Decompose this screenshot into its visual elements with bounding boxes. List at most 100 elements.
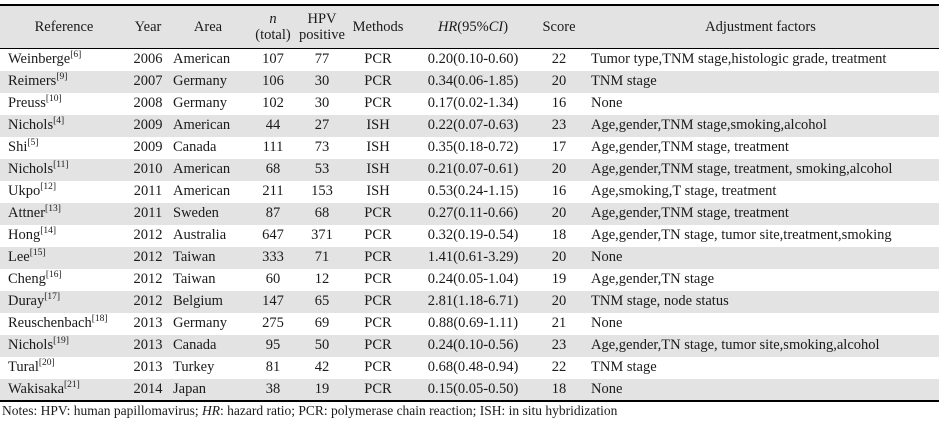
cell-hr-ci: 0.17(0.02-1.34) <box>427 95 519 111</box>
cell-area: Taiwan <box>173 271 216 287</box>
header-n-symbol: n <box>269 11 277 27</box>
citation-superscript: [10] <box>45 94 62 105</box>
cell-area: American <box>173 117 231 133</box>
table-body: Weinberge[6] 2006 American 107 77 PCR 0.… <box>0 49 939 401</box>
cell-method: PCR <box>364 249 392 265</box>
cell-hr-ci: 2.81(1.18-6.71) <box>427 293 519 309</box>
study-characteristics-table: Reference Year Area n (total) HPV positive… <box>0 4 939 402</box>
cell-score: 20 <box>551 293 567 309</box>
citation-superscript: [5] <box>27 138 39 149</box>
cell-n-total: 333 <box>262 249 284 265</box>
header-hpv-line2: positive <box>299 27 345 43</box>
cell-n-total: 81 <box>265 359 281 375</box>
cell-n-total: 60 <box>265 271 281 287</box>
cell-score: 21 <box>551 315 567 331</box>
cell-score: 18 <box>551 380 567 397</box>
cell-area: American <box>173 183 231 199</box>
citation-superscript: [9] <box>56 72 68 83</box>
cell-year: 2012 <box>133 271 163 287</box>
reference-author: Wakisaka <box>8 380 65 397</box>
cell-adjustment-factors: None <box>591 249 623 265</box>
cell-year: 2009 <box>133 117 163 133</box>
cell-method: PCR <box>364 293 392 309</box>
header-hr-open: (95% <box>457 19 489 35</box>
cell-hr-ci: 0.34(0.06-1.85) <box>427 73 519 89</box>
cell-method: ISH <box>366 139 390 155</box>
cell-area: American <box>173 161 231 177</box>
cell-hr-ci: 0.68(0.48-0.94) <box>427 359 519 375</box>
citation-superscript: [16] <box>45 270 62 281</box>
cell-hr-ci: 0.22(0.07-0.63) <box>427 117 519 133</box>
header-hpv-line1: HPV <box>307 11 337 27</box>
citation-superscript: [11] <box>53 160 69 171</box>
cell-reference: Cheng[16] <box>0 269 128 291</box>
cell-year: 2006 <box>133 51 163 68</box>
cell-hpv-positive: 68 <box>314 205 330 221</box>
cell-year: 2007 <box>133 73 163 89</box>
cell-adjustment-factors: TNM stage <box>591 73 657 89</box>
header-hpv-positive: HPV positive <box>298 5 346 49</box>
cell-hpv-positive: 19 <box>314 380 330 397</box>
reference-author: Lee <box>8 249 30 265</box>
cell-adjustment-factors: Age,gender,TNM stage, treatment <box>591 205 789 221</box>
cell-n-total: 95 <box>265 337 281 353</box>
header-area: Area <box>168 5 248 49</box>
cell-method: PCR <box>364 205 392 221</box>
cell-hpv-positive: 69 <box>314 315 330 331</box>
cell-area: Japan <box>173 380 207 397</box>
cell-reference: Weinberge[6] <box>0 49 128 71</box>
cell-hpv-positive: 65 <box>314 293 330 309</box>
table-row: Hong[14] 2012 Australia 647 371 PCR 0.32… <box>0 225 939 247</box>
cell-adjustment-factors: Age,gender,TNM stage, treatment <box>591 139 789 155</box>
cell-reference: Nichols[4] <box>0 115 128 137</box>
cell-reference: Attner[13] <box>0 203 128 225</box>
cell-score: 22 <box>551 359 567 375</box>
cell-score: 16 <box>551 95 567 111</box>
cell-n-total: 87 <box>265 205 281 221</box>
citation-superscript: [12] <box>40 182 57 193</box>
header-ci-abbr: CI <box>488 19 504 35</box>
reference-author: Preuss <box>8 95 46 111</box>
cell-year: 2010 <box>133 161 163 177</box>
table-row: Tural[20] 2013 Turkey 81 42 PCR 0.68(0.4… <box>0 357 939 379</box>
table-row: Reimers[9] 2007 Germany 106 30 PCR 0.34(… <box>0 70 939 93</box>
cell-n-total: 211 <box>262 183 284 199</box>
header-hr-abbr: HR <box>437 19 458 35</box>
cell-method: PCR <box>364 51 392 68</box>
cell-n-total: 107 <box>262 51 284 68</box>
header-score: Score <box>536 5 582 49</box>
cell-area: Germany <box>173 95 227 111</box>
cell-reference: Hong[14] <box>0 225 128 247</box>
table-row: Lee[15] 2012 Taiwan 333 71 PCR 1.41(0.61… <box>0 246 939 269</box>
notes-hr-abbr: HR <box>201 403 220 418</box>
cell-reference: Ukpo[12] <box>0 181 128 203</box>
cell-hpv-positive: 30 <box>314 73 330 89</box>
table-header: Reference Year Area n (total) HPV positive… <box>0 5 939 49</box>
cell-area: Canada <box>173 337 217 353</box>
cell-method: ISH <box>366 161 390 177</box>
cell-adjustment-factors: None <box>591 315 623 331</box>
cell-area: Belgium <box>173 293 223 309</box>
cell-hpv-positive: 27 <box>314 117 330 133</box>
cell-method: PCR <box>364 337 392 353</box>
cell-area: Germany <box>173 73 227 89</box>
notes-prefix: Notes: HPV: human papillomavirus; <box>2 403 202 418</box>
table-row: Weinberge[6] 2006 American 107 77 PCR 0.… <box>0 49 939 71</box>
table-row: Attner[13] 2011 Sweden 87 68 PCR 0.27(0.… <box>0 202 939 225</box>
cell-n-total: 147 <box>262 293 284 309</box>
cell-adjustment-factors: Age,gender,TN stage, tumor site,treatmen… <box>591 227 892 243</box>
header-methods: Methods <box>346 5 410 49</box>
header-adjustment-factors: Adjustment factors <box>582 5 939 49</box>
cell-n-total: 647 <box>262 227 284 243</box>
cell-year: 2013 <box>133 359 163 375</box>
cell-score: 23 <box>551 117 567 133</box>
table-notes: Notes: HPV: human papillomavirus; HR: ha… <box>2 403 937 419</box>
table-row: Nichols[4] 2009 American 44 27 ISH 0.22(… <box>0 114 939 137</box>
reference-author: Duray <box>8 293 45 309</box>
cell-adjustment-factors: Tumor type,TNM stage,histologic grade, t… <box>591 51 887 68</box>
cell-score: 23 <box>551 337 567 353</box>
reference-author: Shi <box>8 139 28 155</box>
table-row: Ukpo[12] 2011 American 211 153 ISH 0.53(… <box>0 181 939 203</box>
cell-score: 20 <box>551 205 567 221</box>
cell-hpv-positive: 153 <box>311 183 333 199</box>
